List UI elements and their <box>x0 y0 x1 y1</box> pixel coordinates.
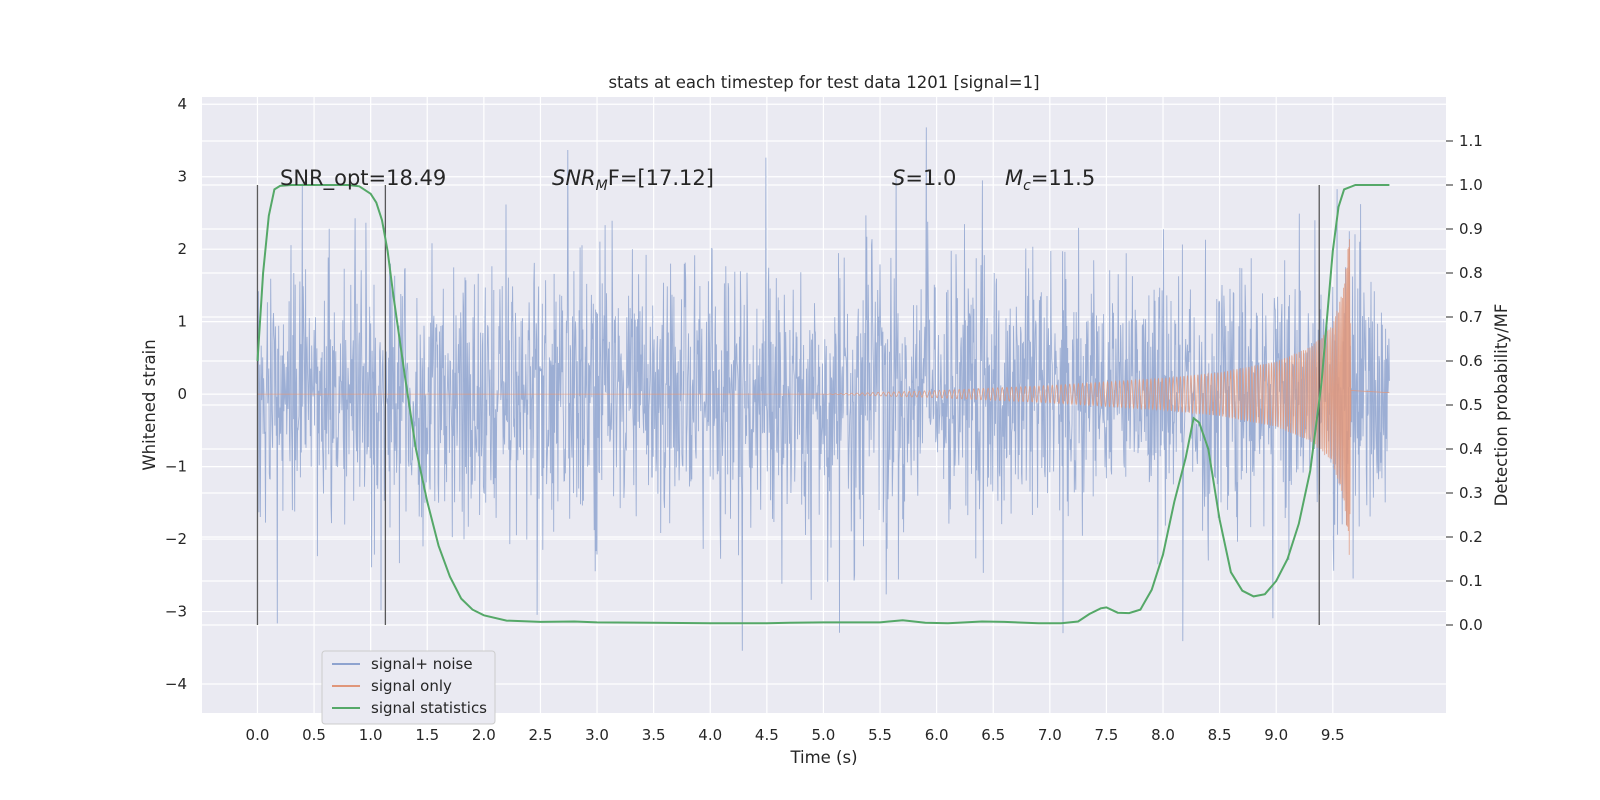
x-tick-label: 6.0 <box>925 726 949 744</box>
annotation-s-italic: S <box>892 166 905 190</box>
annotation-mc-italic: M <box>1005 166 1023 190</box>
x-tick-label: 9.0 <box>1264 726 1288 744</box>
y-left-tick-label: 3 <box>177 168 187 186</box>
y-right-tick-labels: 1.1 1.0 0.9 0.8 0.7 0.6 0.5 0.4 0.3 0.2 0.1 0.0 <box>1446 132 1483 634</box>
legend: signal+ noise signal only signal statist… <box>321 650 496 725</box>
y-right-tick-label: 0.3 <box>1459 484 1483 502</box>
y-left-tick-label: −3 <box>165 603 187 621</box>
x-tick-label: 3.5 <box>642 726 666 744</box>
series-line-signal-statistics <box>256 184 1390 625</box>
y-right-tick-label: 0.8 <box>1459 264 1483 282</box>
series-line-signal-only <box>257 239 1390 555</box>
annotation-snr-mf-rest: F=[17.12] <box>608 166 714 190</box>
legend-label-noise: signal+ noise <box>371 655 473 673</box>
x-tick-label: 0.0 <box>246 726 270 744</box>
x-tick-labels: 0.0 0.5 1.0 1.5 2.0 2.5 3.0 3.5 4.0 4.5 5.0 5.5 6.0 6… <box>246 726 1345 744</box>
legend-box <box>321 650 496 725</box>
y-axis-label-left: Whitened strain <box>140 339 159 470</box>
x-tick-label: 4.0 <box>698 726 722 744</box>
y-right-tick-label: 0.7 <box>1459 308 1483 326</box>
annotation-snr-opt: SNR_opt=18.49 <box>280 166 446 191</box>
x-tick-label: 7.5 <box>1094 726 1118 744</box>
y-left-tick-label: 4 <box>177 95 187 113</box>
y-left-tick-label: 0 <box>177 385 187 403</box>
y-left-tick-labels: 4 3 2 1 0 −1 −2 −3 −4 <box>165 95 187 693</box>
y-right-tick-label: 1.0 <box>1459 176 1483 194</box>
annotation-s: S=1.0 <box>892 166 956 190</box>
x-tick-label: 0.5 <box>302 726 326 744</box>
y-right-tick-label: 0.4 <box>1459 440 1483 458</box>
x-tick-label: 9.5 <box>1321 726 1345 744</box>
annotation-s-rest: =1.0 <box>905 166 956 190</box>
y-left-tick-label: −2 <box>165 530 187 548</box>
x-tick-label: 8.5 <box>1208 726 1232 744</box>
annotation-snr-mf: SNRMF=[17.12] <box>552 166 714 194</box>
annotation-snr-mf-sub: M <box>596 178 608 194</box>
y-right-tick-label: 0.9 <box>1459 220 1483 238</box>
y-right-tick-label: 0.5 <box>1459 396 1483 414</box>
x-tick-label: 3.0 <box>585 726 609 744</box>
y-left-tick-label: −4 <box>165 675 187 693</box>
y-right-tick-label: 0.1 <box>1459 572 1483 590</box>
x-tick-label: 8.0 <box>1151 726 1175 744</box>
y-left-tick-label: 1 <box>177 313 187 331</box>
annotation-snr-mf-italic: SNR <box>552 166 596 190</box>
legend-label-signal: signal only <box>371 677 452 695</box>
y-left-tick-label: 2 <box>177 240 187 258</box>
x-tick-label: 5.0 <box>812 726 836 744</box>
x-tick-label: 5.5 <box>868 726 892 744</box>
x-tick-label: 2.5 <box>529 726 553 744</box>
annotation-mc-rest: =11.5 <box>1031 166 1095 190</box>
x-tick-label: 2.0 <box>472 726 496 744</box>
y-axis-label-right: Detection probability/MF <box>1492 304 1511 507</box>
x-tick-label: 1.5 <box>415 726 439 744</box>
annotation-mc: Mc=11.5 <box>1005 166 1095 194</box>
y-left-tick-label: −1 <box>165 458 187 476</box>
legend-label-stats: signal statistics <box>371 699 487 717</box>
y-right-tick-label: 0.0 <box>1459 616 1483 634</box>
chart-title: stats at each timestep for test data 120… <box>608 73 1039 92</box>
x-tick-label: 7.0 <box>1038 726 1062 744</box>
y-right-tick-label: 1.1 <box>1459 132 1483 150</box>
signal-series <box>257 239 1390 555</box>
x-axis-label: Time (s) <box>789 748 857 767</box>
x-tick-label: 4.5 <box>755 726 779 744</box>
x-tick-label: 6.5 <box>981 726 1005 744</box>
y-right-tick-label: 0.6 <box>1459 352 1483 370</box>
annotation-mc-sub: c <box>1023 178 1031 194</box>
y-right-tick-label: 0.2 <box>1459 528 1483 546</box>
x-tick-label: 1.0 <box>359 726 383 744</box>
